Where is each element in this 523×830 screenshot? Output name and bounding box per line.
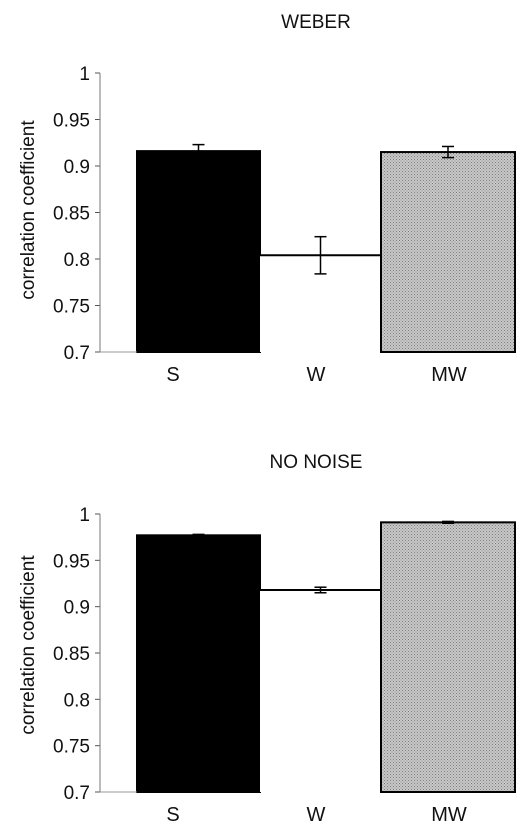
bar-S [136, 534, 261, 794]
y-tick-label: 0.8 [64, 690, 90, 711]
x-tick-label-W: W [307, 364, 326, 386]
error-bar [442, 145, 454, 159]
bars [136, 143, 516, 353]
y-tick-label: 0.75 [53, 737, 90, 758]
y-tick-label: 0.85 [53, 204, 90, 225]
y-ticks: 0.7 0.75 0.8 0.85 0.9 0.95 1 [53, 505, 100, 804]
bar-S [136, 150, 261, 353]
bars [136, 520, 516, 794]
x-tick-label-S: S [166, 804, 179, 826]
error-bar [192, 143, 205, 159]
bar-MW [380, 521, 516, 794]
error-bar [314, 235, 327, 275]
error-bar [192, 533, 205, 537]
y-axis-label: correlation coefficient [18, 555, 39, 735]
chart-title: NO NOISE [270, 452, 363, 473]
x-tick-label-MW: MW [431, 364, 467, 386]
bar-W [260, 589, 381, 792]
y-axis-label: correlation coefficient [18, 120, 39, 300]
y-tick-label: 0.9 [64, 157, 90, 178]
x-tick-label-MW: MW [431, 804, 467, 826]
y-tick-label: 0.7 [64, 783, 90, 804]
chart-panel-no-noise: NO NOISE correlation coefficient 0.7 0.75… [18, 452, 516, 826]
error-bar [442, 520, 454, 525]
y-tick-label: 0.95 [53, 111, 90, 132]
chart-title: WEBER [281, 12, 351, 33]
error-bar [314, 586, 327, 594]
y-tick-label: 1 [79, 505, 90, 526]
y-tick-label: 0.8 [64, 250, 90, 271]
x-tick-label-S: S [166, 364, 179, 386]
chart-panel-weber: WEBER correlation coefficient 0.7 0.75 0.8… [18, 12, 516, 386]
y-tick-label: 0.9 [64, 598, 90, 619]
y-ticks: 0.7 0.75 0.8 0.85 0.9 0.95 1 [53, 64, 100, 364]
y-tick-label: 0.95 [53, 551, 90, 572]
y-tick-label: 0.75 [53, 297, 90, 318]
bar-MW [380, 151, 516, 353]
x-tick-label-W: W [307, 804, 326, 826]
x-tick-labels: S W MW [166, 364, 467, 386]
y-tick-label: 1 [79, 64, 90, 85]
y-tick-label: 0.7 [64, 343, 90, 364]
x-tick-labels: S W MW [166, 804, 467, 826]
y-tick-label: 0.85 [53, 644, 90, 665]
